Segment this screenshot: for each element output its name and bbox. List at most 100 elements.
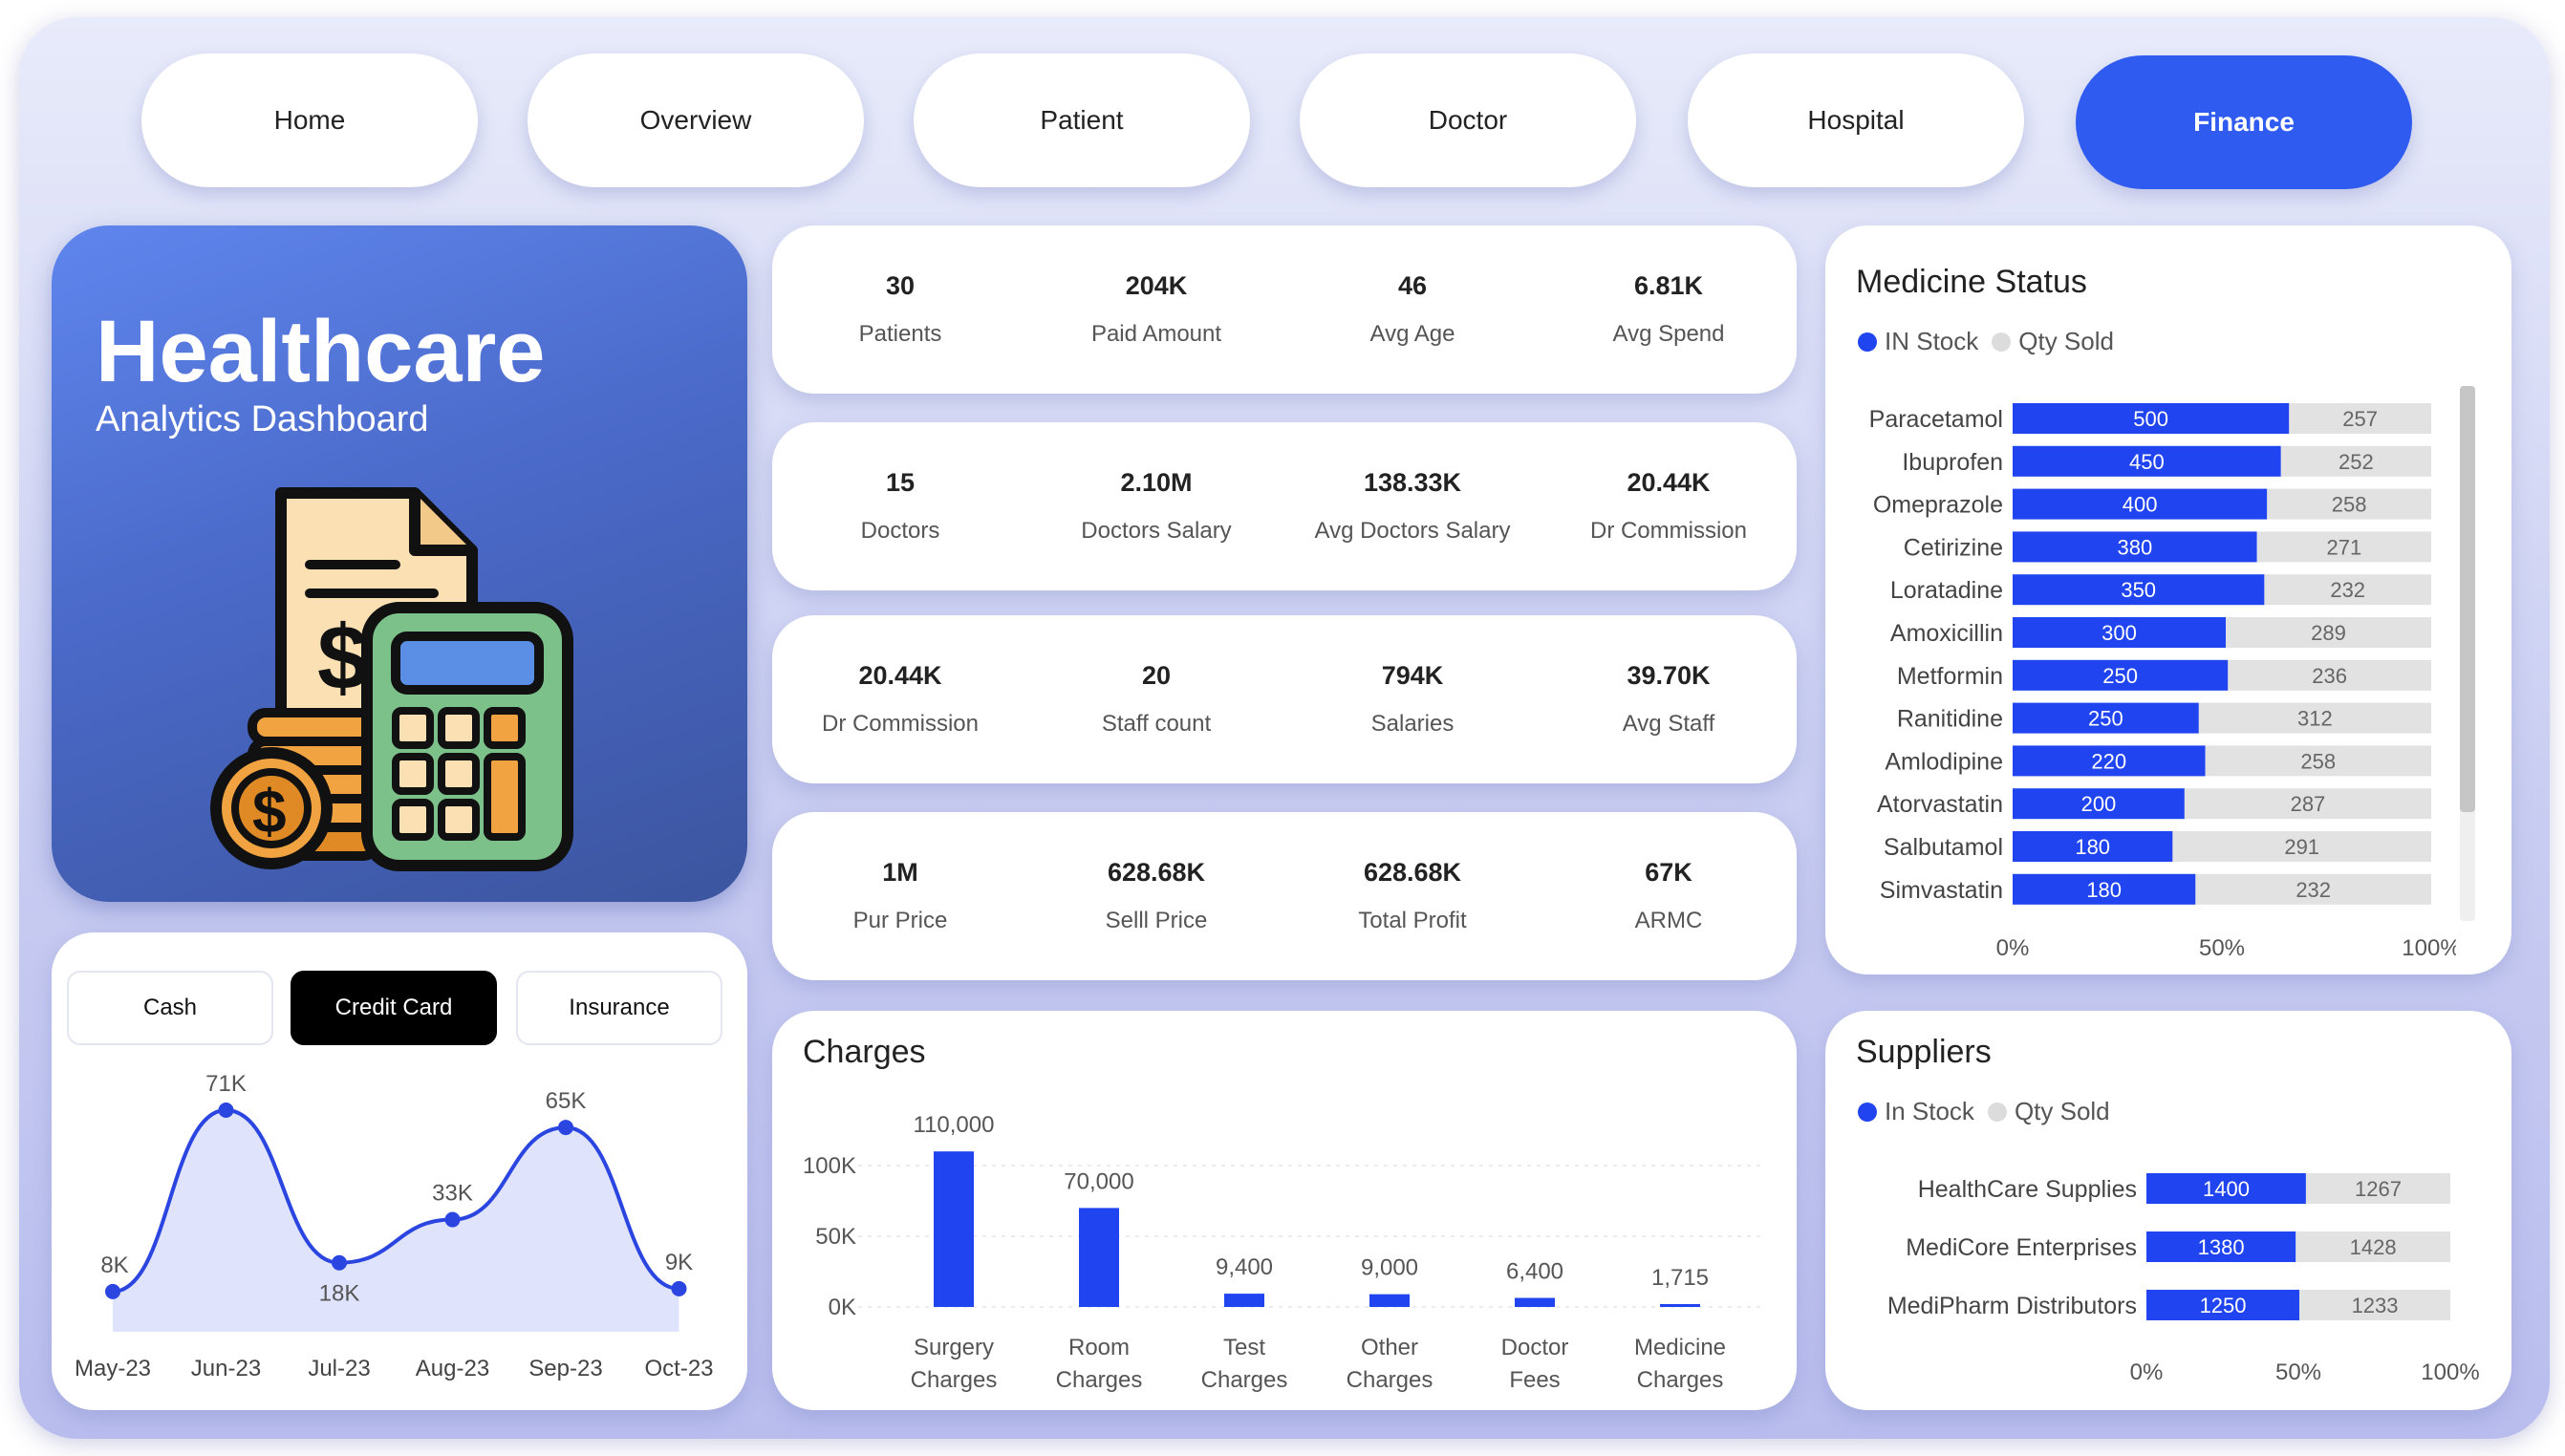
kpi-value: 2.10M (1120, 468, 1193, 497)
in-stock-bar (2013, 574, 2265, 606)
charges-bar (1224, 1294, 1264, 1307)
scrollbar-track[interactable] (2460, 386, 2475, 921)
payment-option-cash[interactable]: Cash (67, 971, 273, 1045)
charges-x-tick: Charges (1201, 1367, 1288, 1393)
qty-sold-value: 287 (2291, 792, 2326, 816)
qty-sold-bar (2256, 531, 2431, 563)
charges-bar (1369, 1294, 1410, 1307)
category-label: Amlodipine (1885, 748, 2003, 775)
trend-x-tick: Sep-23 (528, 1356, 602, 1381)
qty-sold-value: 1267 (2355, 1177, 2402, 1201)
in-stock-value: 180 (2075, 835, 2110, 859)
qty-sold-bar (2226, 617, 2431, 648)
trend-x-tick: Aug-23 (416, 1356, 489, 1381)
charges-x-tick: Medicine (1634, 1335, 1726, 1360)
qty-sold-bar (2296, 1231, 2450, 1262)
finance-illustration-icon: $ $ (210, 487, 573, 871)
charges-y-tick: 50K (815, 1224, 856, 1250)
qty-sold-bar (2280, 445, 2431, 477)
in-stock-value: 250 (2088, 707, 2123, 731)
in-stock-bar (2013, 831, 2173, 862)
nav-doctor[interactable]: Doctor (1300, 54, 1636, 187)
qty-sold-value: 291 (2284, 835, 2319, 859)
trend-data-label: 18K (319, 1281, 360, 1307)
trend-data-label: 33K (432, 1181, 473, 1207)
charges-bar (934, 1151, 974, 1307)
kpi-value: 204K (1125, 271, 1188, 300)
in-stock-value: 400 (2123, 493, 2158, 517)
kpi-label: Avg Spend (1612, 321, 1725, 347)
in-stock-bar (2146, 1231, 2296, 1262)
legend-label: In Stock (1885, 1097, 1974, 1125)
category-label: Amoxicillin (1890, 620, 2003, 647)
medicine-status-title: Medicine Status (1856, 264, 2087, 300)
charges-x-tick: Charges (1347, 1367, 1433, 1393)
qty-sold-bar (2264, 574, 2431, 606)
in-stock-bar (2146, 1290, 2300, 1320)
suppliers-title: Suppliers (1856, 1034, 1992, 1070)
payment-option-insurance[interactable]: Insurance (516, 971, 722, 1045)
qty-sold-value: 258 (2332, 493, 2367, 517)
trend-data-label: 9K (665, 1250, 693, 1275)
nav-overview[interactable]: Overview (528, 54, 864, 187)
kpi-value: 6.81K (1633, 271, 1704, 300)
nav-finance[interactable]: Finance (2076, 55, 2412, 189)
category-label: Ibuprofen (1902, 449, 2003, 476)
charges-x-tick: Test (1223, 1335, 1265, 1360)
trend-line (112, 1107, 679, 1294)
in-stock-value: 1380 (2198, 1235, 2245, 1259)
category-label: Ranitidine (1897, 706, 2003, 733)
trend-point (671, 1280, 687, 1296)
x-axis-tick: 0% (1996, 935, 2030, 961)
in-stock-value: 380 (2117, 535, 2152, 559)
kpi-label: Avg Age (1369, 321, 1455, 347)
nav-hospital[interactable]: Hospital (1688, 54, 2024, 187)
trend-x-tick: Jul-23 (308, 1356, 370, 1381)
charges-x-tick: Surgery (914, 1335, 994, 1360)
qty-sold-bar (2198, 702, 2431, 734)
kpi-label: Patients (858, 321, 942, 347)
kpi-label: Dr Commission (1589, 518, 1747, 544)
qty-sold-bar (2305, 1173, 2450, 1204)
trend-point (105, 1283, 120, 1299)
in-stock-bar (2013, 488, 2268, 520)
legend-label: Qty Sold (2014, 1097, 2110, 1125)
charges-chart: 0K 50K 100K 110,000 Surgery Charges 70,000 Room… (803, 1112, 1766, 1393)
scrollbar-thumb[interactable] (2460, 386, 2475, 812)
hero-title: Healthcare (96, 303, 546, 400)
charges-y-tick: 100K (803, 1153, 856, 1179)
qty-sold-value: 1428 (2350, 1235, 2397, 1259)
payment-option-credit-card[interactable]: Credit Card (291, 971, 497, 1045)
x-axis-tick: 50% (2275, 1360, 2321, 1385)
kpi-value: 628.68K (1107, 858, 1206, 887)
trend-area (113, 1110, 679, 1332)
in-stock-value: 200 (2081, 792, 2117, 816)
category-label: Paracetamol (1869, 406, 2003, 433)
kpi-card-patients: 30 Patients 204K Paid Amount 46 Avg Age 6.8… (772, 225, 1797, 394)
kpi-label: Doctors (860, 518, 940, 544)
kpi-label: Doctors Salary (1081, 518, 1232, 544)
charges-x-tick: Charges (1056, 1367, 1143, 1393)
kpi-label: Dr Commission (821, 711, 979, 737)
nav-patient[interactable]: Patient (914, 54, 1250, 187)
qty-sold-bar (2172, 831, 2431, 862)
in-stock-bar (2013, 403, 2290, 434)
qty-sold-bar (2228, 659, 2431, 691)
nav-home[interactable]: Home (141, 54, 478, 187)
kpi-card-pricing: 1M Pur Price 628.68K Selll Price 628.68K To… (772, 812, 1797, 980)
qty-sold-legend-dot (1992, 332, 2012, 352)
charges-data-label: 6,400 (1506, 1259, 1563, 1285)
kpi-value: 628.68K (1363, 858, 1462, 887)
kpi-card-staff: 20.44K Dr Commission 20 Staff count 794K Sa… (772, 615, 1797, 783)
in-stock-bar (2013, 702, 2199, 734)
category-label: Atorvastatin (1877, 791, 2003, 818)
in-stock-bar (2013, 745, 2206, 777)
charges-data-label: 1,715 (1651, 1265, 1709, 1291)
category-label: Simvastatin (1880, 877, 2003, 904)
x-axis-tick: 100% (2402, 935, 2456, 961)
kpi-label: Selll Price (1105, 908, 1208, 933)
qty-sold-value: 271 (2326, 535, 2361, 559)
kpi-value: 15 (885, 468, 916, 497)
charges-y-tick: 0K (829, 1295, 856, 1320)
charges-x-tick: Fees (1509, 1367, 1560, 1393)
